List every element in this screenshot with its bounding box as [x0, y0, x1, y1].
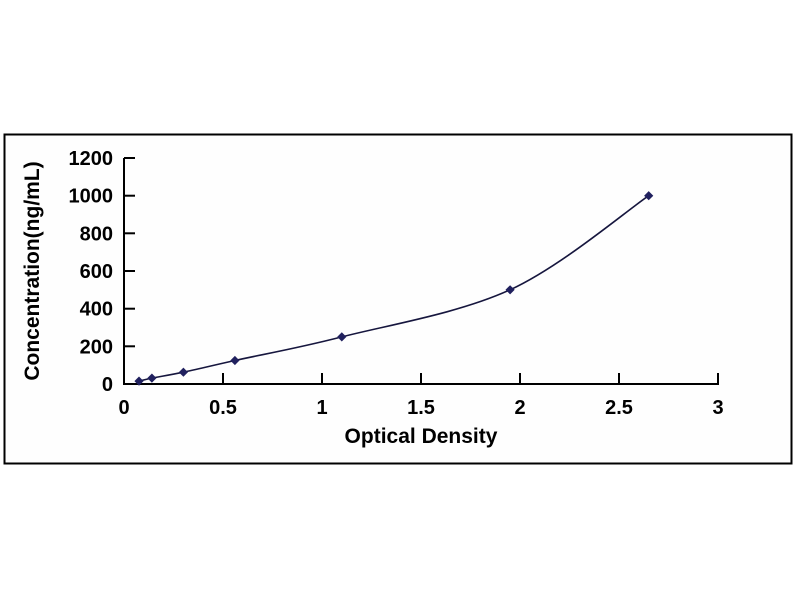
standard-curve-line [138, 195, 650, 382]
x-tick-label: 0 [118, 397, 129, 419]
data-point-marker [147, 373, 157, 383]
x-tick-label: 0.5 [209, 397, 237, 419]
chart-frame [3, 133, 793, 465]
data-point-marker [505, 285, 515, 295]
y-tick-label: 600 [80, 261, 113, 283]
x-tick-label: 3 [712, 397, 723, 419]
x-tick-label: 2 [514, 397, 525, 419]
x-axis-title: Optical Density [344, 425, 498, 448]
y-tick-label: 400 [80, 299, 113, 321]
data-point-marker [230, 355, 240, 366]
y-tick-label: 1200 [69, 148, 114, 170]
data-point-marker [134, 376, 144, 386]
x-tick-label: 1.5 [407, 397, 435, 419]
y-tick-label: 1000 [69, 186, 114, 208]
y-tick-label: 200 [80, 336, 113, 358]
data-point-marker [644, 191, 654, 201]
y-tick-label: 800 [80, 223, 113, 245]
data-point-marker [337, 332, 347, 342]
x-tick-label: 1 [316, 397, 327, 419]
data-point-marker [178, 367, 188, 377]
x-tick-label: 2.5 [605, 397, 633, 419]
y-tick-label: 0 [102, 374, 113, 396]
y-axis-title: Concentration(ng/mL) [21, 161, 44, 381]
